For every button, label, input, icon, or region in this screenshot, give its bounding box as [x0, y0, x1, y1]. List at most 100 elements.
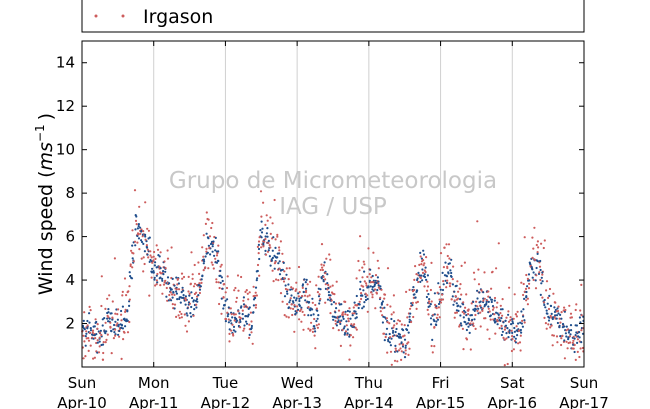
data-point — [409, 307, 412, 310]
data-point — [352, 306, 355, 309]
data-point — [322, 264, 325, 267]
data-point — [525, 290, 528, 294]
watermark-line-2: IAG / USP — [279, 194, 387, 220]
data-point — [205, 232, 208, 235]
data-point — [317, 275, 320, 278]
data-point — [154, 257, 157, 260]
data-point — [531, 268, 534, 271]
data-point — [548, 294, 551, 297]
data-point — [287, 306, 290, 310]
data-point — [87, 337, 90, 340]
data-point — [312, 325, 315, 328]
data-point — [467, 308, 470, 311]
data-point — [267, 239, 270, 242]
data-point — [480, 306, 483, 309]
data-point — [519, 321, 522, 324]
data-point — [142, 242, 145, 245]
data-point — [307, 306, 310, 309]
data-point — [150, 276, 153, 279]
data-point — [108, 294, 111, 297]
data-point — [398, 343, 401, 346]
data-point — [180, 316, 183, 319]
data-point — [122, 338, 125, 341]
data-point — [478, 291, 481, 294]
data-point — [531, 236, 534, 239]
data-point — [407, 341, 410, 344]
data-point — [402, 351, 405, 354]
x-tick-label-day: Thu — [354, 374, 383, 392]
data-point — [82, 357, 85, 360]
y-axis-title: Wind speed (ms−1) — [33, 113, 57, 295]
data-point — [438, 316, 441, 319]
data-point — [217, 281, 220, 284]
data-point — [526, 297, 530, 300]
data-point — [184, 299, 188, 302]
data-point — [318, 293, 321, 296]
data-point — [207, 237, 210, 240]
data-point — [386, 267, 390, 270]
data-point — [563, 325, 566, 328]
data-point — [239, 326, 242, 329]
data-point — [394, 344, 397, 347]
data-point — [500, 317, 503, 320]
data-point — [508, 331, 511, 334]
data-point — [223, 303, 226, 307]
data-point — [298, 309, 302, 313]
data-point — [578, 355, 581, 359]
data-point — [388, 332, 391, 336]
data-point — [513, 326, 516, 330]
data-point — [366, 297, 369, 301]
data-point — [264, 223, 267, 226]
data-point — [441, 293, 444, 296]
data-point — [278, 246, 281, 249]
data-point — [156, 248, 160, 251]
data-point — [121, 294, 124, 297]
data-point — [227, 306, 230, 309]
data-point — [175, 292, 178, 295]
data-point — [403, 356, 407, 359]
data-point — [327, 283, 330, 287]
data-point — [201, 246, 204, 249]
data-point — [450, 275, 453, 278]
data-point — [184, 297, 187, 300]
data-point — [228, 340, 231, 343]
data-point — [134, 228, 137, 231]
data-point — [367, 286, 370, 289]
data-point — [549, 304, 553, 307]
data-point — [404, 346, 407, 349]
data-point — [435, 323, 438, 327]
data-point — [156, 281, 159, 284]
data-point — [161, 279, 164, 282]
data-point — [358, 269, 361, 272]
data-point — [156, 272, 159, 276]
data-point — [265, 232, 268, 235]
data-point — [499, 308, 503, 311]
data-point — [361, 307, 364, 310]
data-point — [131, 266, 134, 269]
x-tick-label-day: Sat — [500, 374, 525, 392]
data-point — [493, 296, 497, 300]
data-point — [400, 341, 403, 344]
data-point — [236, 319, 239, 322]
data-point — [133, 240, 137, 243]
data-point — [535, 266, 538, 270]
data-point — [542, 301, 546, 304]
data-point — [514, 341, 518, 344]
data-point — [225, 286, 229, 290]
data-point — [342, 317, 345, 320]
data-point — [258, 257, 261, 261]
data-point — [578, 331, 581, 334]
data-point — [455, 311, 458, 314]
data-point — [226, 315, 229, 318]
data-point — [511, 320, 514, 323]
data-point — [150, 271, 154, 274]
data-point — [371, 274, 374, 278]
data-point — [322, 275, 325, 278]
data-points — [81, 189, 585, 367]
data-point — [569, 341, 572, 344]
data-point — [245, 315, 248, 318]
data-point — [513, 335, 516, 338]
data-point — [124, 308, 127, 311]
data-point — [84, 355, 87, 358]
data-point — [184, 303, 187, 306]
